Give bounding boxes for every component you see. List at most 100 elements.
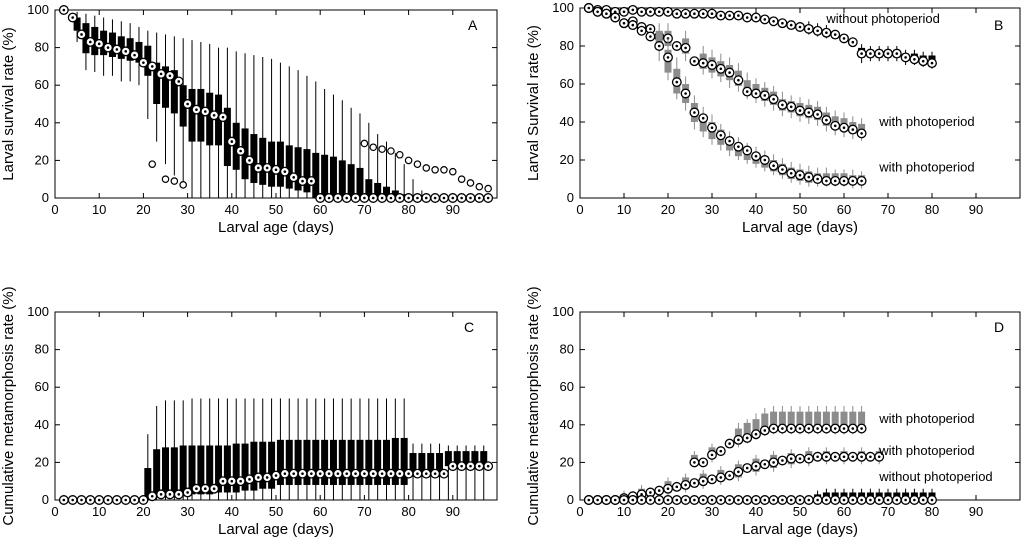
median-dot bbox=[398, 196, 402, 200]
box-body bbox=[188, 88, 196, 142]
y-tick-label: 80 bbox=[35, 40, 49, 55]
panel-letter: A bbox=[468, 17, 478, 33]
box-body bbox=[285, 439, 293, 485]
median-dot bbox=[728, 442, 731, 445]
median-dot bbox=[904, 498, 907, 502]
median-dot bbox=[451, 196, 455, 200]
x-tick-label: 50 bbox=[793, 504, 807, 519]
box-body bbox=[471, 451, 479, 467]
median-dot bbox=[460, 196, 463, 200]
x-tick-label: 0 bbox=[576, 202, 583, 217]
x-tick-label: 0 bbox=[51, 202, 58, 217]
median-dot bbox=[159, 493, 163, 496]
box-body bbox=[329, 156, 337, 198]
box-body bbox=[241, 128, 249, 180]
median-dot bbox=[336, 196, 340, 200]
median-dot bbox=[763, 429, 767, 432]
outlier-marker bbox=[170, 177, 179, 185]
median-dot bbox=[860, 455, 863, 459]
x-tick-label: 10 bbox=[617, 202, 631, 217]
series-annotation: without photoperiod bbox=[878, 469, 992, 484]
box-body bbox=[303, 149, 311, 193]
median-dot bbox=[649, 498, 652, 502]
median-dot bbox=[860, 52, 863, 55]
median-dot bbox=[877, 498, 881, 502]
median-dot bbox=[772, 164, 775, 167]
median-dot bbox=[442, 196, 446, 200]
median-dot bbox=[640, 29, 643, 33]
median-dot bbox=[869, 498, 872, 502]
x-axis-title: Larval age (days) bbox=[218, 219, 334, 236]
outlier-marker bbox=[387, 147, 395, 155]
median-dot bbox=[596, 498, 599, 502]
median-dot bbox=[301, 472, 304, 475]
median-dot bbox=[833, 124, 837, 128]
box-body bbox=[153, 62, 161, 104]
median-dot bbox=[754, 154, 758, 158]
box-body bbox=[250, 441, 258, 491]
median-dot bbox=[851, 128, 855, 131]
x-tick-label: 30 bbox=[705, 504, 719, 519]
median-dot bbox=[869, 52, 872, 55]
series-0 bbox=[689, 406, 867, 468]
x-tick-label: 90 bbox=[446, 504, 460, 519]
median-dot bbox=[763, 158, 767, 162]
median-dot bbox=[851, 179, 855, 183]
box-body bbox=[436, 453, 444, 474]
median-dot bbox=[807, 457, 811, 460]
x-tick-label: 50 bbox=[793, 202, 807, 217]
x-tick-label: 0 bbox=[51, 504, 58, 519]
median-dot bbox=[292, 472, 295, 475]
median-dot bbox=[613, 16, 617, 19]
box-body bbox=[365, 439, 373, 485]
x-tick-label: 70 bbox=[881, 504, 895, 519]
median-dot bbox=[781, 168, 784, 171]
y-tick-label: 40 bbox=[35, 417, 49, 432]
box-body bbox=[796, 411, 804, 431]
box-body bbox=[268, 441, 276, 489]
box-body bbox=[73, 17, 81, 31]
median-dot bbox=[877, 52, 881, 55]
series-annotation: with photoperiod bbox=[878, 114, 974, 129]
median-dot bbox=[693, 12, 696, 15]
median-dot bbox=[424, 196, 428, 200]
box-body bbox=[294, 439, 302, 485]
panel-c: 0 10 20 30 40 50 60 70 80 90 0 20 40 60 80 100 Larval ag… bbox=[0, 286, 498, 538]
median-dot bbox=[433, 472, 437, 475]
median-dot bbox=[719, 134, 723, 137]
median-dot bbox=[772, 20, 775, 23]
median-dot bbox=[860, 498, 863, 502]
median-dot bbox=[684, 92, 687, 95]
median-dot bbox=[701, 479, 705, 483]
median-dot bbox=[684, 12, 687, 15]
median-dot bbox=[754, 464, 758, 468]
median-dot bbox=[930, 61, 934, 65]
outlier-marker bbox=[422, 164, 431, 172]
box-body bbox=[170, 447, 178, 497]
median-dot bbox=[97, 42, 101, 46]
box-body bbox=[391, 190, 399, 198]
median-dot bbox=[640, 498, 643, 502]
outlier-marker bbox=[395, 150, 404, 159]
box-body bbox=[268, 141, 276, 187]
median-dot bbox=[613, 498, 617, 502]
median-dot bbox=[860, 427, 863, 430]
median-dot bbox=[203, 487, 207, 491]
box-body bbox=[752, 419, 760, 437]
median-dot bbox=[807, 27, 811, 31]
median-dot bbox=[398, 472, 402, 475]
median-dot bbox=[737, 78, 740, 82]
median-dot bbox=[212, 487, 216, 491]
median-dot bbox=[345, 472, 349, 475]
box-body bbox=[82, 23, 90, 54]
median-dot bbox=[274, 474, 278, 477]
median-dot bbox=[478, 464, 481, 468]
median-dot bbox=[772, 461, 775, 464]
median-dot bbox=[737, 470, 740, 474]
median-dot bbox=[186, 102, 189, 106]
median-dot bbox=[745, 90, 749, 93]
median-dot bbox=[106, 46, 110, 49]
median-dot bbox=[745, 498, 749, 502]
median-dot bbox=[789, 457, 793, 460]
median-dot bbox=[728, 498, 731, 502]
